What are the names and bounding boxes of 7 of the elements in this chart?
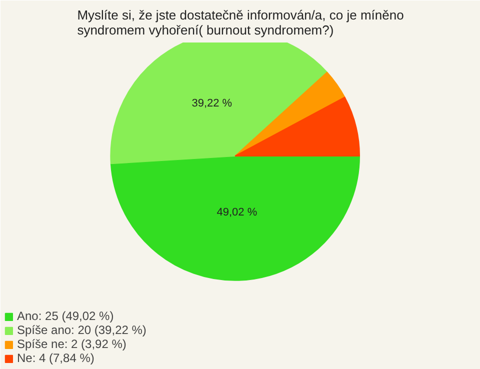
legend-label: Spíše ne: 2 (3,92 %) xyxy=(17,337,126,351)
legend-label: Ne: 4 (7,84 %) xyxy=(17,351,94,365)
legend-label: Ano: 25 (49,02 %) xyxy=(17,309,114,323)
data-label: 39,22 % xyxy=(192,98,232,110)
legend-label: Spíše ano: 20 (39,22 %) xyxy=(17,323,146,337)
data-label: 49,02 % xyxy=(216,206,258,219)
chart-title: Myslíte si, že jste dostatečně informován/a, co je míněno syndromem vyhoření( burnout syndromem?) xyxy=(77,8,404,38)
